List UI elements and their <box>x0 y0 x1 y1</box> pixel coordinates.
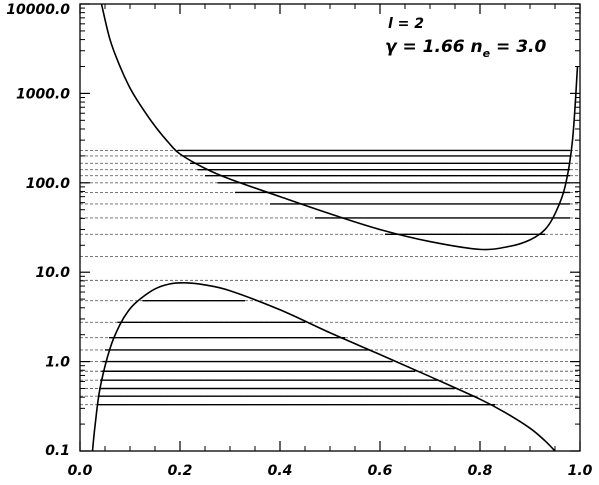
annotation-gamma: γ = 1.66 ne = 3.0 <box>385 37 546 60</box>
x-tick-label: 1.0 <box>568 463 593 479</box>
plot-frame <box>79 3 581 452</box>
y-tick-label: 10.0 <box>35 265 70 281</box>
y-tick-label: 1.0 <box>45 355 70 371</box>
tick-labels: 0.0 0.2 0.4 0.6 0.8 1.0 0.1 1.0 10.0 100.0 1000.0 1… <box>6 2 592 479</box>
annotation-gamma-suffix: = 3.0 <box>490 37 546 57</box>
eigen-segments <box>97 149 570 406</box>
y-tick-label: 10000.0 <box>6 2 70 18</box>
x-tick-label: 0.2 <box>168 463 193 479</box>
annotation-l: l = 2 <box>388 16 424 32</box>
y-tick-label: 0.1 <box>45 443 70 459</box>
annotations: l = 2 γ = 1.66 ne = 3.0 <box>385 16 546 60</box>
annotation-gamma-sub: e <box>483 47 491 60</box>
y-tick-label: 100.0 <box>26 176 71 192</box>
x-tick-label: 0.4 <box>268 463 293 479</box>
curves <box>91 3 579 452</box>
x-tick-label: 0.0 <box>68 463 93 479</box>
upper-curve <box>100 3 579 251</box>
dashed-levels <box>80 150 580 406</box>
x-tick-label: 0.6 <box>368 463 393 479</box>
annotation-gamma-prefix: γ = 1.66 n <box>385 37 483 57</box>
x-tick-label: 0.8 <box>468 463 493 479</box>
y-tick-label: 1000.0 <box>16 86 70 102</box>
lower-curve <box>91 282 556 452</box>
axis-ticks <box>79 3 581 452</box>
